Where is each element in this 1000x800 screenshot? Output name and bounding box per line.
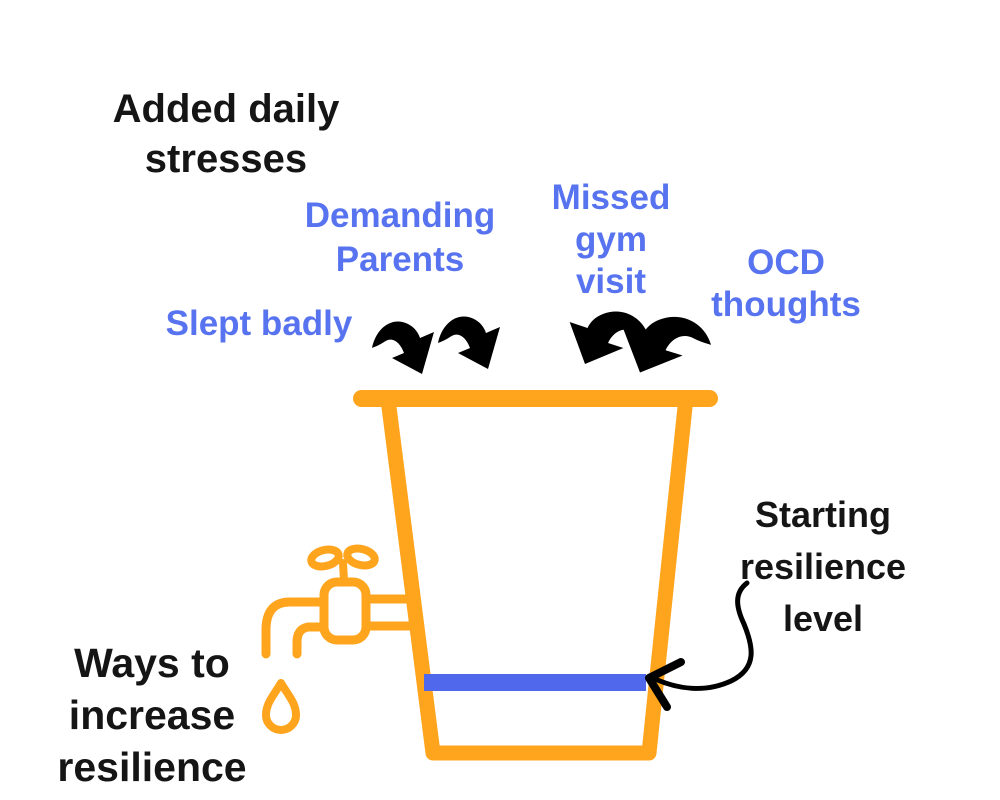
- added-line-2: stresses: [144, 137, 308, 181]
- slept-badly-text: Slept badly: [165, 304, 353, 343]
- bucket-icon: [353, 390, 718, 761]
- tap-icon: [261, 544, 421, 659]
- curved-pointer-arrow-icon: [645, 580, 754, 711]
- starting-line-1: Starting: [754, 494, 891, 535]
- curved-down-arrow-icon: [438, 316, 500, 369]
- pointer-arrow-curve: [652, 580, 754, 691]
- starting-line-2: resilience: [739, 546, 907, 587]
- tap-spout-inner: [292, 622, 329, 659]
- ways-line-2: increase: [68, 692, 236, 738]
- tap-body: [319, 577, 371, 645]
- bucket-rim: [353, 390, 718, 407]
- pointer-arrow-head: [645, 658, 685, 711]
- stress-arrows: [372, 311, 711, 374]
- water-drop-icon: [262, 679, 300, 734]
- stressor-ocd-thoughts: OCD thoughts: [711, 242, 861, 326]
- ocd-line-2: thoughts: [711, 285, 861, 324]
- starting-resilience-level-label: Starting resilience level: [740, 489, 906, 645]
- starting-line-3: level: [782, 598, 864, 639]
- stressor-demanding-parents: Demanding Parents: [305, 194, 496, 282]
- curved-down-arrow-icon: [372, 321, 434, 374]
- tap-spout-outer: [261, 597, 329, 659]
- ocd-line-1: OCD: [747, 243, 825, 282]
- bucket-body-outline: [381, 399, 693, 761]
- ways-line-3: resilience: [57, 744, 247, 790]
- demanding-line-2: Parents: [335, 240, 465, 279]
- added-line-1: Added daily: [112, 87, 340, 131]
- missed-line-2: gym: [575, 220, 647, 259]
- ways-to-increase-resilience-label: Ways to increase resilience: [57, 637, 246, 793]
- added-daily-stresses-label: Added daily stresses: [113, 84, 340, 184]
- missed-line-1: Missed: [551, 178, 671, 217]
- tap-handle-left: [307, 545, 343, 571]
- tap-handle-right: [343, 544, 379, 570]
- demanding-line-1: Demanding: [304, 196, 496, 235]
- missed-line-3: visit: [575, 262, 647, 301]
- ways-line-1: Ways to: [74, 640, 230, 686]
- stressor-slept-badly: Slept badly: [166, 303, 353, 345]
- resilience-level-line: [424, 674, 646, 691]
- stressor-missed-gym-visit: Missed gym visit: [552, 177, 671, 303]
